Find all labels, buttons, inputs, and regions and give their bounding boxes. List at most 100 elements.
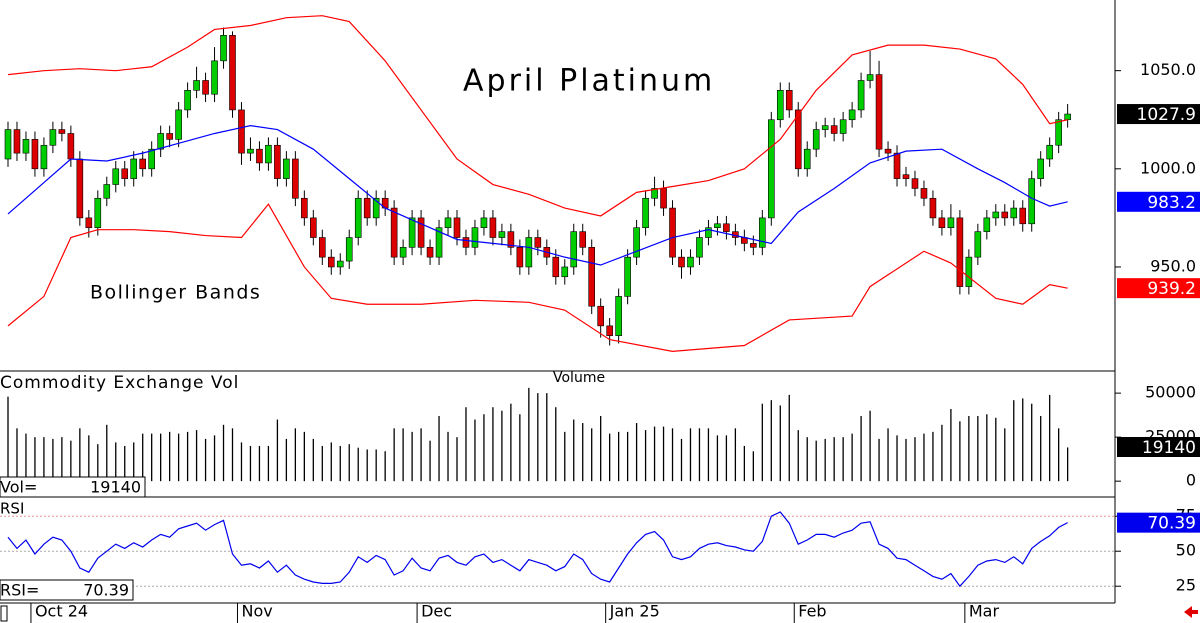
candle-body — [884, 148, 892, 154]
candle-body — [399, 247, 407, 258]
candle-body — [965, 256, 973, 287]
candle-body — [4, 129, 12, 160]
candle-body — [363, 197, 371, 219]
value-box — [1117, 278, 1200, 299]
x-tick-label: Dec — [421, 602, 452, 621]
candle-body — [148, 148, 155, 170]
candle-body — [471, 227, 479, 248]
candle-body — [166, 133, 173, 140]
candle-body — [974, 231, 982, 258]
candle-body — [651, 188, 658, 199]
candle-body — [157, 133, 164, 150]
candle-body — [238, 109, 245, 154]
candle-body — [992, 211, 1000, 219]
candle-body — [1055, 119, 1062, 146]
candle-body — [866, 74, 874, 81]
candle-body — [13, 129, 21, 154]
readout-label: Vol= — [0, 478, 37, 497]
value-box — [1117, 191, 1200, 212]
y-tick-label: 50 — [1176, 541, 1196, 560]
candle-body — [265, 144, 272, 164]
candle-body — [372, 197, 380, 219]
value-box — [1117, 437, 1200, 457]
panel-subtitle: Volume — [553, 370, 605, 386]
candle-body — [1010, 207, 1018, 219]
candle-body — [705, 227, 712, 238]
candle-body — [893, 152, 901, 179]
annotation: Bollinger Bands — [90, 282, 261, 304]
candle-body — [354, 197, 362, 238]
candle-body — [857, 80, 865, 111]
y-tick-label: 1050.0 — [1140, 60, 1196, 79]
candle-body — [40, 144, 48, 170]
candle-body — [94, 197, 102, 229]
readout-value: 19140 — [90, 478, 141, 497]
candle-body — [723, 223, 730, 232]
candle-body — [318, 237, 326, 258]
candle-body — [516, 247, 524, 268]
value-box — [1117, 512, 1200, 533]
value-box-label: 1027.9 — [1137, 105, 1196, 125]
candle-body — [444, 217, 452, 229]
x-tick-label: Mar — [969, 602, 1000, 621]
scroll-arrow[interactable] — [1184, 606, 1198, 618]
candle-body — [660, 188, 667, 209]
candle-body — [390, 207, 398, 258]
candle-body — [1037, 158, 1044, 179]
candle-body — [417, 217, 425, 248]
candle-body — [848, 109, 856, 121]
candle-body — [327, 256, 335, 268]
candle-body — [767, 119, 775, 219]
candle-body — [139, 158, 146, 170]
candle-body — [606, 325, 613, 336]
candle-body — [794, 109, 802, 170]
panel-title: RSI — [0, 500, 24, 518]
x-tick-label: Oct 24 — [35, 602, 88, 621]
candle-body — [875, 74, 883, 150]
value-box-label: 70.39 — [1147, 514, 1196, 534]
y-tick-label: 950.0 — [1150, 256, 1196, 275]
candle-body — [247, 148, 254, 154]
candle-body — [426, 247, 434, 258]
x-tick-label: Jan 25 — [609, 602, 660, 621]
candle-body — [938, 217, 946, 229]
candle-body — [669, 207, 676, 258]
y-tick-label: 25 — [1176, 576, 1196, 595]
candle-body — [220, 35, 227, 62]
candle-body — [615, 296, 622, 336]
candle-body — [336, 260, 344, 268]
candle-body — [579, 231, 587, 248]
candle-body — [256, 148, 263, 164]
candle-body — [67, 133, 75, 160]
x-tick-label: Nov — [241, 602, 272, 621]
candle-body — [597, 305, 604, 327]
candle-body — [507, 231, 515, 248]
candle-body — [678, 256, 685, 268]
candle-body — [292, 158, 299, 199]
x-tick-label: Feb — [798, 602, 826, 621]
candle-body — [1028, 178, 1036, 225]
candle-body — [714, 223, 721, 229]
candle-body — [1046, 144, 1053, 160]
candle-body — [642, 197, 649, 229]
readout-box — [0, 579, 134, 601]
candle-body — [85, 217, 93, 229]
candle-body — [570, 231, 578, 268]
bollinger-band — [7, 125, 1068, 266]
candle-body — [929, 197, 937, 219]
candle-body — [274, 144, 281, 179]
readout-label: RSI= — [0, 581, 39, 600]
candle-body — [1001, 211, 1009, 219]
candle-body — [552, 256, 560, 278]
candle-body — [839, 119, 847, 134]
candle-body — [687, 256, 694, 268]
y-tick-label: 50000 — [1145, 383, 1196, 402]
candle-body — [453, 217, 461, 238]
candle-body — [830, 125, 838, 134]
candle-body — [947, 217, 955, 229]
readout-value: 70.39 — [83, 581, 129, 600]
scroll-box — [0, 605, 8, 622]
value-box-label: 939.2 — [1147, 279, 1196, 299]
chart-title: April Platinum — [463, 64, 715, 99]
